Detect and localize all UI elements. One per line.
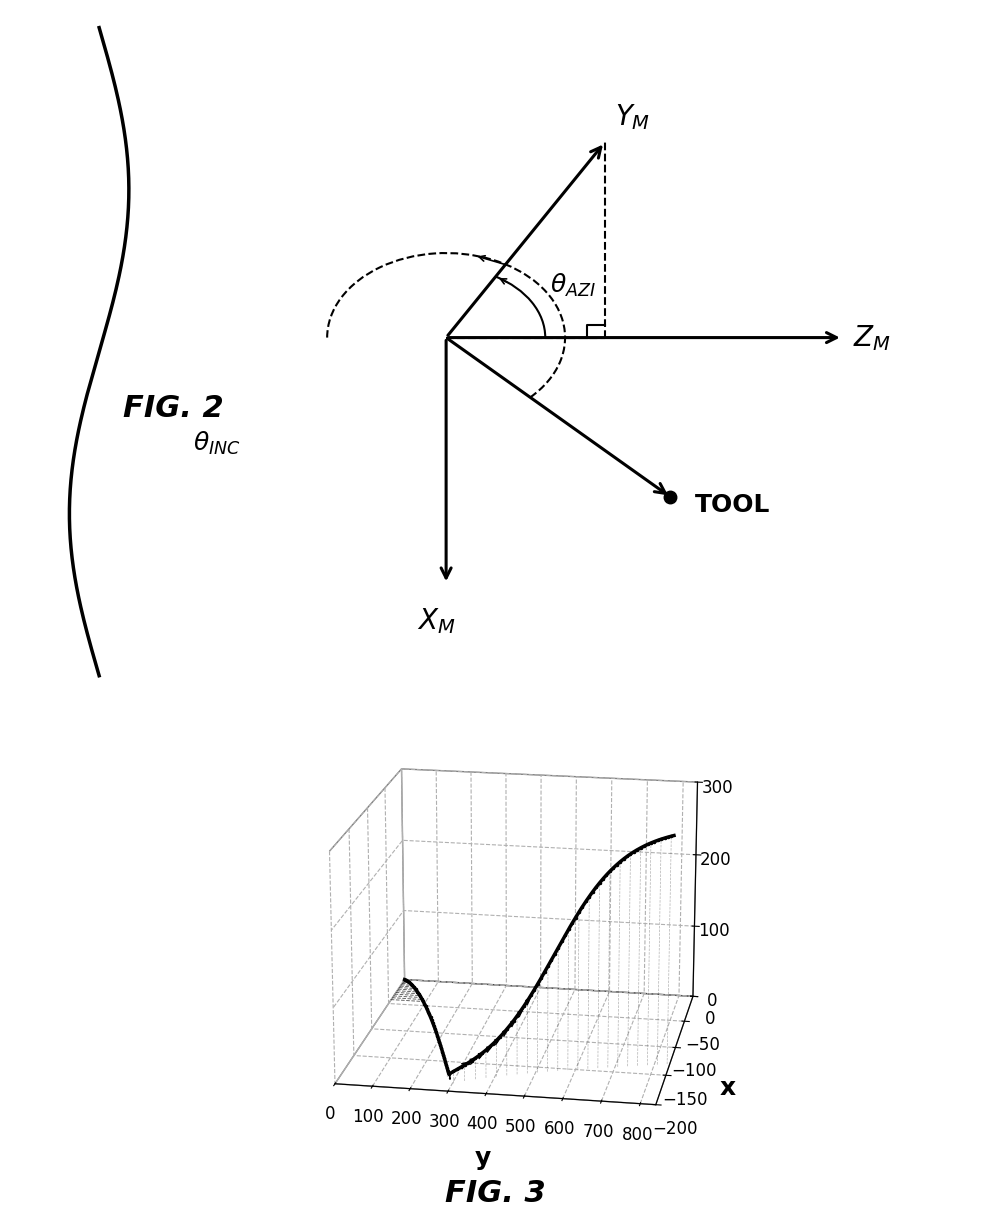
Text: $\theta_{INC}$: $\theta_{INC}$ xyxy=(193,430,241,456)
X-axis label: y: y xyxy=(475,1146,491,1170)
Text: FIG. 2: FIG. 2 xyxy=(123,393,224,422)
Text: TOOL: TOOL xyxy=(695,493,770,516)
Text: $Z_M$: $Z_M$ xyxy=(852,323,890,353)
Y-axis label: x: x xyxy=(719,1076,735,1100)
Text: FIG. 3: FIG. 3 xyxy=(445,1179,546,1208)
Text: $Y_M$: $Y_M$ xyxy=(614,102,650,132)
Text: $\theta_{AZI}$: $\theta_{AZI}$ xyxy=(550,272,596,299)
Text: $X_M$: $X_M$ xyxy=(417,606,455,635)
